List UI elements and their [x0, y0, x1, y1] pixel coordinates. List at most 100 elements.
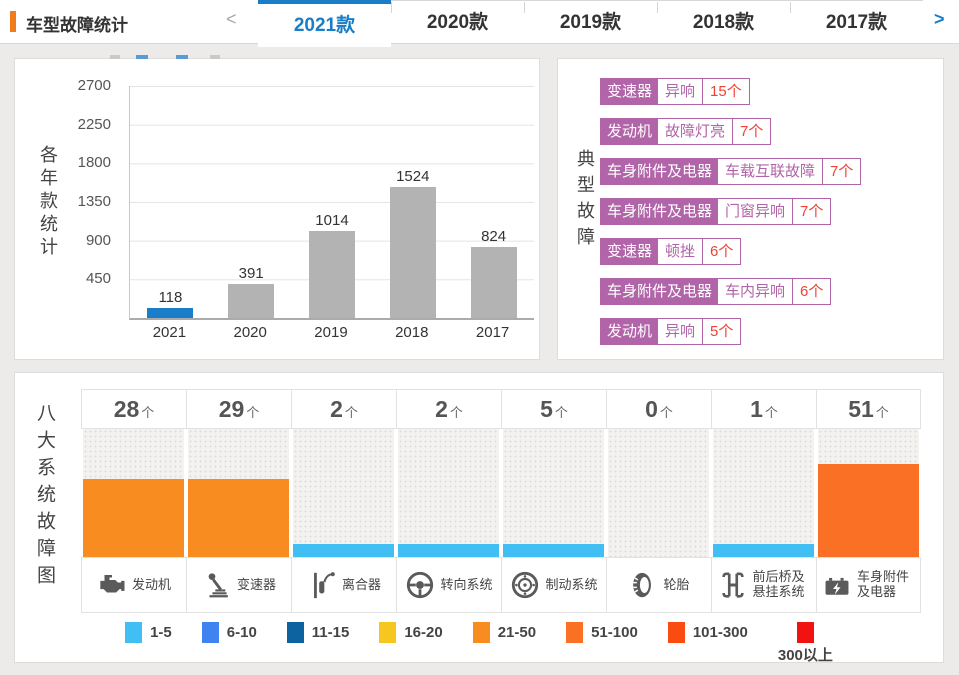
fault-count: 15个 [702, 79, 749, 104]
count-unit: 个 [141, 405, 155, 420]
yearly-bars: 118 391 1014 1524 824 [130, 86, 534, 318]
legend-range: 21-50 [497, 624, 537, 641]
legend-item: 11-15 [286, 622, 349, 643]
fault-tag[interactable]: 车身附件及电器 车内异响 6个 [600, 278, 832, 305]
fault-type: 故障灯亮 [665, 123, 726, 140]
fault-type: 异响 [665, 83, 696, 100]
system-name: 制动系统 [545, 576, 598, 592]
typical-faults-side-label: 典型故障 [575, 149, 595, 253]
legend-item: 6-10 [201, 622, 257, 643]
bar-group-2018: 1524 [372, 86, 453, 318]
fault-tag[interactable]: 变速器 异响 15个 [600, 78, 750, 105]
clipped-legend-fragment [210, 55, 220, 59]
system-name: 离合器 [341, 576, 381, 592]
tab-2017[interactable]: 2017款 [790, 0, 923, 43]
system-count-cell: 28 个 [81, 389, 186, 429]
tab-2020[interactable]: 2020款 [391, 0, 524, 43]
legend-swatch [796, 622, 814, 643]
system-count: 28 [113, 395, 140, 422]
legend-swatch [201, 622, 219, 643]
fault-count: 7个 [822, 159, 860, 184]
x-tick: 2021 [152, 324, 187, 341]
page-title: 车型故障统计 [26, 16, 128, 35]
system-bar-cell [186, 429, 291, 557]
fault-type: 车内异响 [725, 283, 786, 300]
bar-group-2019: 1014 [292, 86, 373, 318]
fault-type: 顿挫 [665, 243, 696, 260]
system-name: 变速器 [236, 576, 276, 592]
system-count-cell: 51 个 [816, 389, 921, 429]
system-count: 1 [750, 395, 763, 422]
system-count: 29 [218, 395, 245, 422]
count-unit: 个 [246, 405, 260, 420]
y-tick: 2250 [77, 116, 111, 133]
system-label-cell: 车身附件及电器 [816, 557, 921, 613]
tabs-prev-icon[interactable]: < [226, 9, 237, 29]
x-tick: 2018 [395, 324, 429, 341]
fault-system: 发动机 [601, 319, 659, 344]
system-bar-steering [398, 544, 499, 557]
typical-fault-list: 变速器 异响 15个 发动机 故障灯亮 7个 车身附件及电器 车载互联故障 7个… [600, 78, 862, 345]
fault-tag[interactable]: 车身附件及电器 车载互联故障 7个 [600, 158, 862, 185]
legend-swatch [379, 622, 397, 643]
tire-icon [633, 572, 652, 598]
legend-item: 300以上 [778, 622, 833, 665]
fault-system: 车身附件及电器 [601, 159, 719, 184]
fault-count: 5个 [702, 319, 740, 344]
legend-range: 16-20 [404, 624, 443, 641]
gearshift-icon [208, 573, 228, 598]
bar-group-2020: 391 [211, 86, 292, 318]
bar-2018 [389, 187, 436, 318]
tab-2019[interactable]: 2019款 [524, 0, 657, 43]
yearly-bar-chart: 118 391 1014 1524 824 [129, 86, 534, 320]
system-count: 2 [435, 395, 448, 422]
header: 车型故障统计 < 2021款 2020款 2019款 2018款 2017款 > [0, 0, 959, 47]
system-name: 车身附件及电器 [857, 569, 910, 599]
system-bar-body-electric [818, 463, 919, 557]
count-unit: 个 [554, 405, 568, 420]
legend-item: 16-20 [379, 622, 443, 643]
x-tick: 2020 [233, 324, 267, 341]
axle-suspension-icon [721, 572, 744, 598]
y-tick: 900 [85, 232, 111, 249]
title-accent-bar [10, 11, 16, 32]
tabs-next-icon[interactable]: > [934, 9, 945, 29]
tab-2018[interactable]: 2018款 [657, 0, 790, 43]
fault-tag[interactable]: 车身附件及电器 门窗异响 7个 [600, 198, 832, 225]
fault-type: 门窗异响 [725, 203, 786, 220]
bar-track [398, 429, 499, 557]
legend-range: 6-10 [226, 624, 257, 641]
system-label-cell: 轮胎 [606, 557, 711, 613]
fault-system: 车身附件及电器 [601, 279, 719, 304]
y-tick: 1800 [77, 154, 111, 171]
fault-tag[interactable]: 发动机 故障灯亮 7个 [600, 118, 772, 145]
legend-range: 1-5 [150, 624, 172, 641]
legend-swatch [286, 622, 304, 643]
fault-system: 变速器 [601, 79, 659, 104]
count-unit: 个 [764, 405, 778, 420]
legend-item: 51-100 [566, 622, 638, 643]
tab-2021[interactable]: 2021款 [258, 0, 391, 47]
systems-chart-side-label: 八大系统故障图 [34, 403, 55, 592]
fault-count: 7个 [732, 119, 770, 144]
system-bar-axle [713, 544, 814, 557]
legend-item: 21-50 [472, 622, 537, 643]
yearly-chart-side-label: 各年款统计 [38, 145, 58, 260]
system-label-cell: 变速器 [186, 557, 291, 613]
system-bar-engine [83, 478, 184, 557]
fault-tag[interactable]: 发动机 异响 5个 [600, 318, 742, 345]
legend-swatch [125, 622, 143, 643]
system-count-cell: 29 个 [186, 389, 291, 429]
fault-count: 6个 [792, 279, 830, 304]
legend-range: 51-100 [591, 624, 638, 641]
legend-swatch [566, 622, 584, 643]
system-count: 2 [330, 395, 343, 422]
fault-tag[interactable]: 变速器 顿挫 6个 [600, 238, 742, 265]
count-unit: 个 [449, 405, 463, 420]
